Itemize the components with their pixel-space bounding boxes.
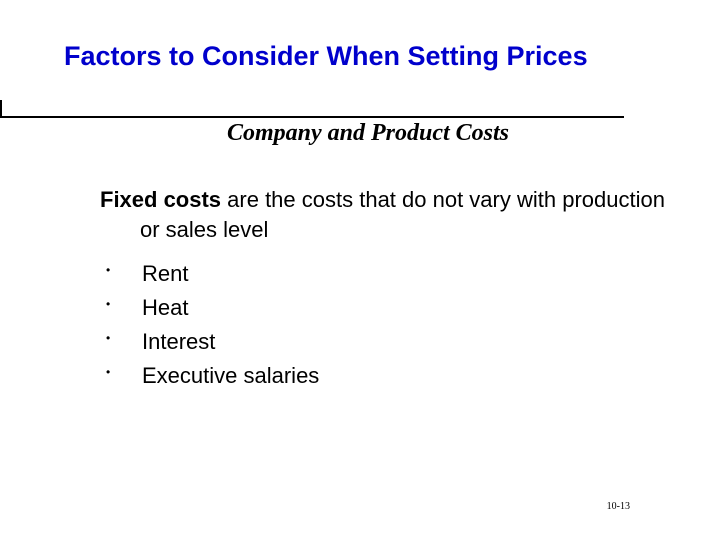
list-item: Heat [100,291,680,325]
list-item: Executive salaries [100,359,680,393]
slide-subtitle: Company and Product Costs [168,120,568,147]
list-item: Rent [100,257,680,291]
page-number: 10-13 [607,501,630,512]
slide: Factors to Consider When Setting Prices … [0,0,720,540]
title-rule [0,116,624,118]
list-item: Interest [100,325,680,359]
title-area: Factors to Consider When Setting Prices [48,40,672,72]
bullet-list: Rent Heat Interest Executive salaries [100,257,680,393]
definition-term: Fixed costs [100,187,221,212]
slide-body: Fixed costs are the costs that do not va… [100,185,680,393]
title-tick [0,100,2,116]
slide-title: Factors to Consider When Setting Prices [64,40,672,72]
definition-text: Fixed costs are the costs that do not va… [100,185,680,244]
